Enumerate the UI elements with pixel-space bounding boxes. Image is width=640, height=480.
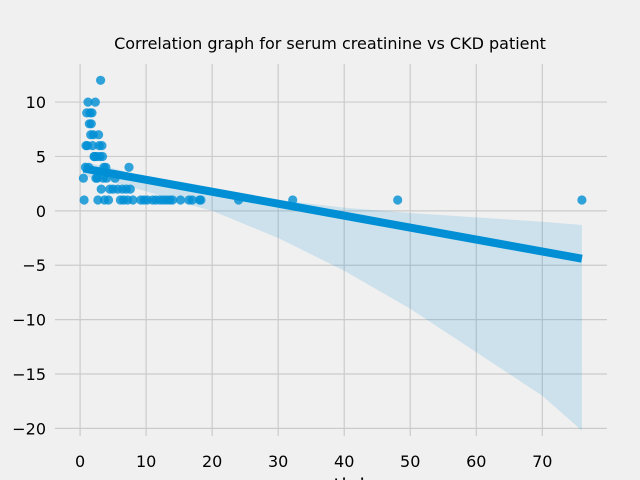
x-tick-label: 70 [532,452,552,471]
data-point [88,141,98,151]
data-point [97,151,108,162]
data-point [78,173,88,183]
data-point [167,195,178,205]
y-tick-label: −15 [12,365,46,384]
data-point [187,195,197,205]
data-point [79,195,89,205]
y-tick-label: 0 [36,202,46,221]
data-point [83,97,93,107]
data-points [78,75,587,205]
data-point [94,130,104,140]
y-tick-label: 10 [26,93,46,112]
data-point [577,195,587,205]
data-point [124,162,134,172]
data-point [96,184,106,194]
x-tick-label: 30 [268,452,288,471]
y-tick-label: 5 [36,147,46,166]
regression-line [82,164,583,263]
data-point [125,184,135,194]
y-tick-label: −10 [12,311,46,330]
x-tick-label: 50 [400,452,420,471]
data-point [103,195,114,205]
x-tick-label: 40 [334,452,354,471]
chart-title: Correlation graph for serum creatinine v… [114,34,546,53]
data-point [175,195,186,205]
data-point [393,195,403,205]
y-tick-label: −20 [12,419,46,438]
x-tick-label: 0 [75,452,85,471]
data-point [87,108,97,118]
data-point [97,141,107,151]
confidence-band [83,161,582,431]
data-point [90,97,100,107]
data-point [93,195,103,205]
confidence-band-layer [83,161,582,431]
data-point [128,195,138,205]
y-tick-label: −5 [22,256,46,275]
data-point [96,75,106,85]
regression-line-layer [82,164,583,263]
data-point [86,119,96,129]
x-tick-label: 10 [136,452,156,471]
x-axis-label: creatinine [290,474,390,480]
x-tick-label: 60 [466,452,486,471]
x-tick-label: 20 [202,452,222,471]
data-point [196,195,206,205]
